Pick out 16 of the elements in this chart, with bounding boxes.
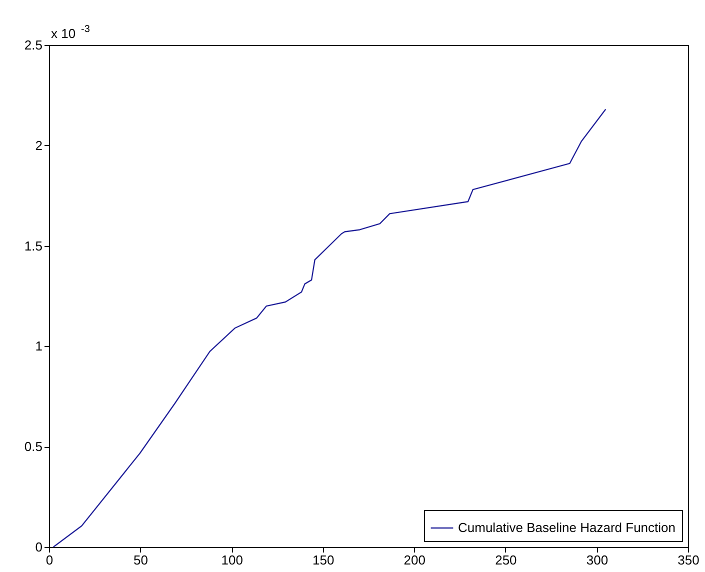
text: x 10-3 — [51, 24, 90, 41]
x-tick-label: 100 — [221, 552, 243, 568]
x-tick-label: 0 — [46, 552, 54, 568]
legend-label: Cumulative Baseline Hazard Function — [458, 520, 676, 535]
y-tick-label: 1.5 — [24, 238, 42, 254]
x-tick-label: 50 — [134, 552, 148, 568]
x-tick-label: 300 — [586, 552, 608, 568]
y-tick-label: 0.5 — [24, 439, 42, 454]
y-tick-label: 2.5 — [24, 38, 42, 52]
y-tick-label: 2 — [35, 138, 42, 153]
x-tick-label: 150 — [312, 552, 334, 568]
y-tick-label: 0 — [35, 540, 42, 554]
x-tick-label: 350 — [678, 552, 700, 568]
y-tick-label: 1 — [35, 338, 42, 354]
x-tick-label: 200 — [404, 552, 426, 568]
x-tick-label: 250 — [495, 552, 517, 568]
